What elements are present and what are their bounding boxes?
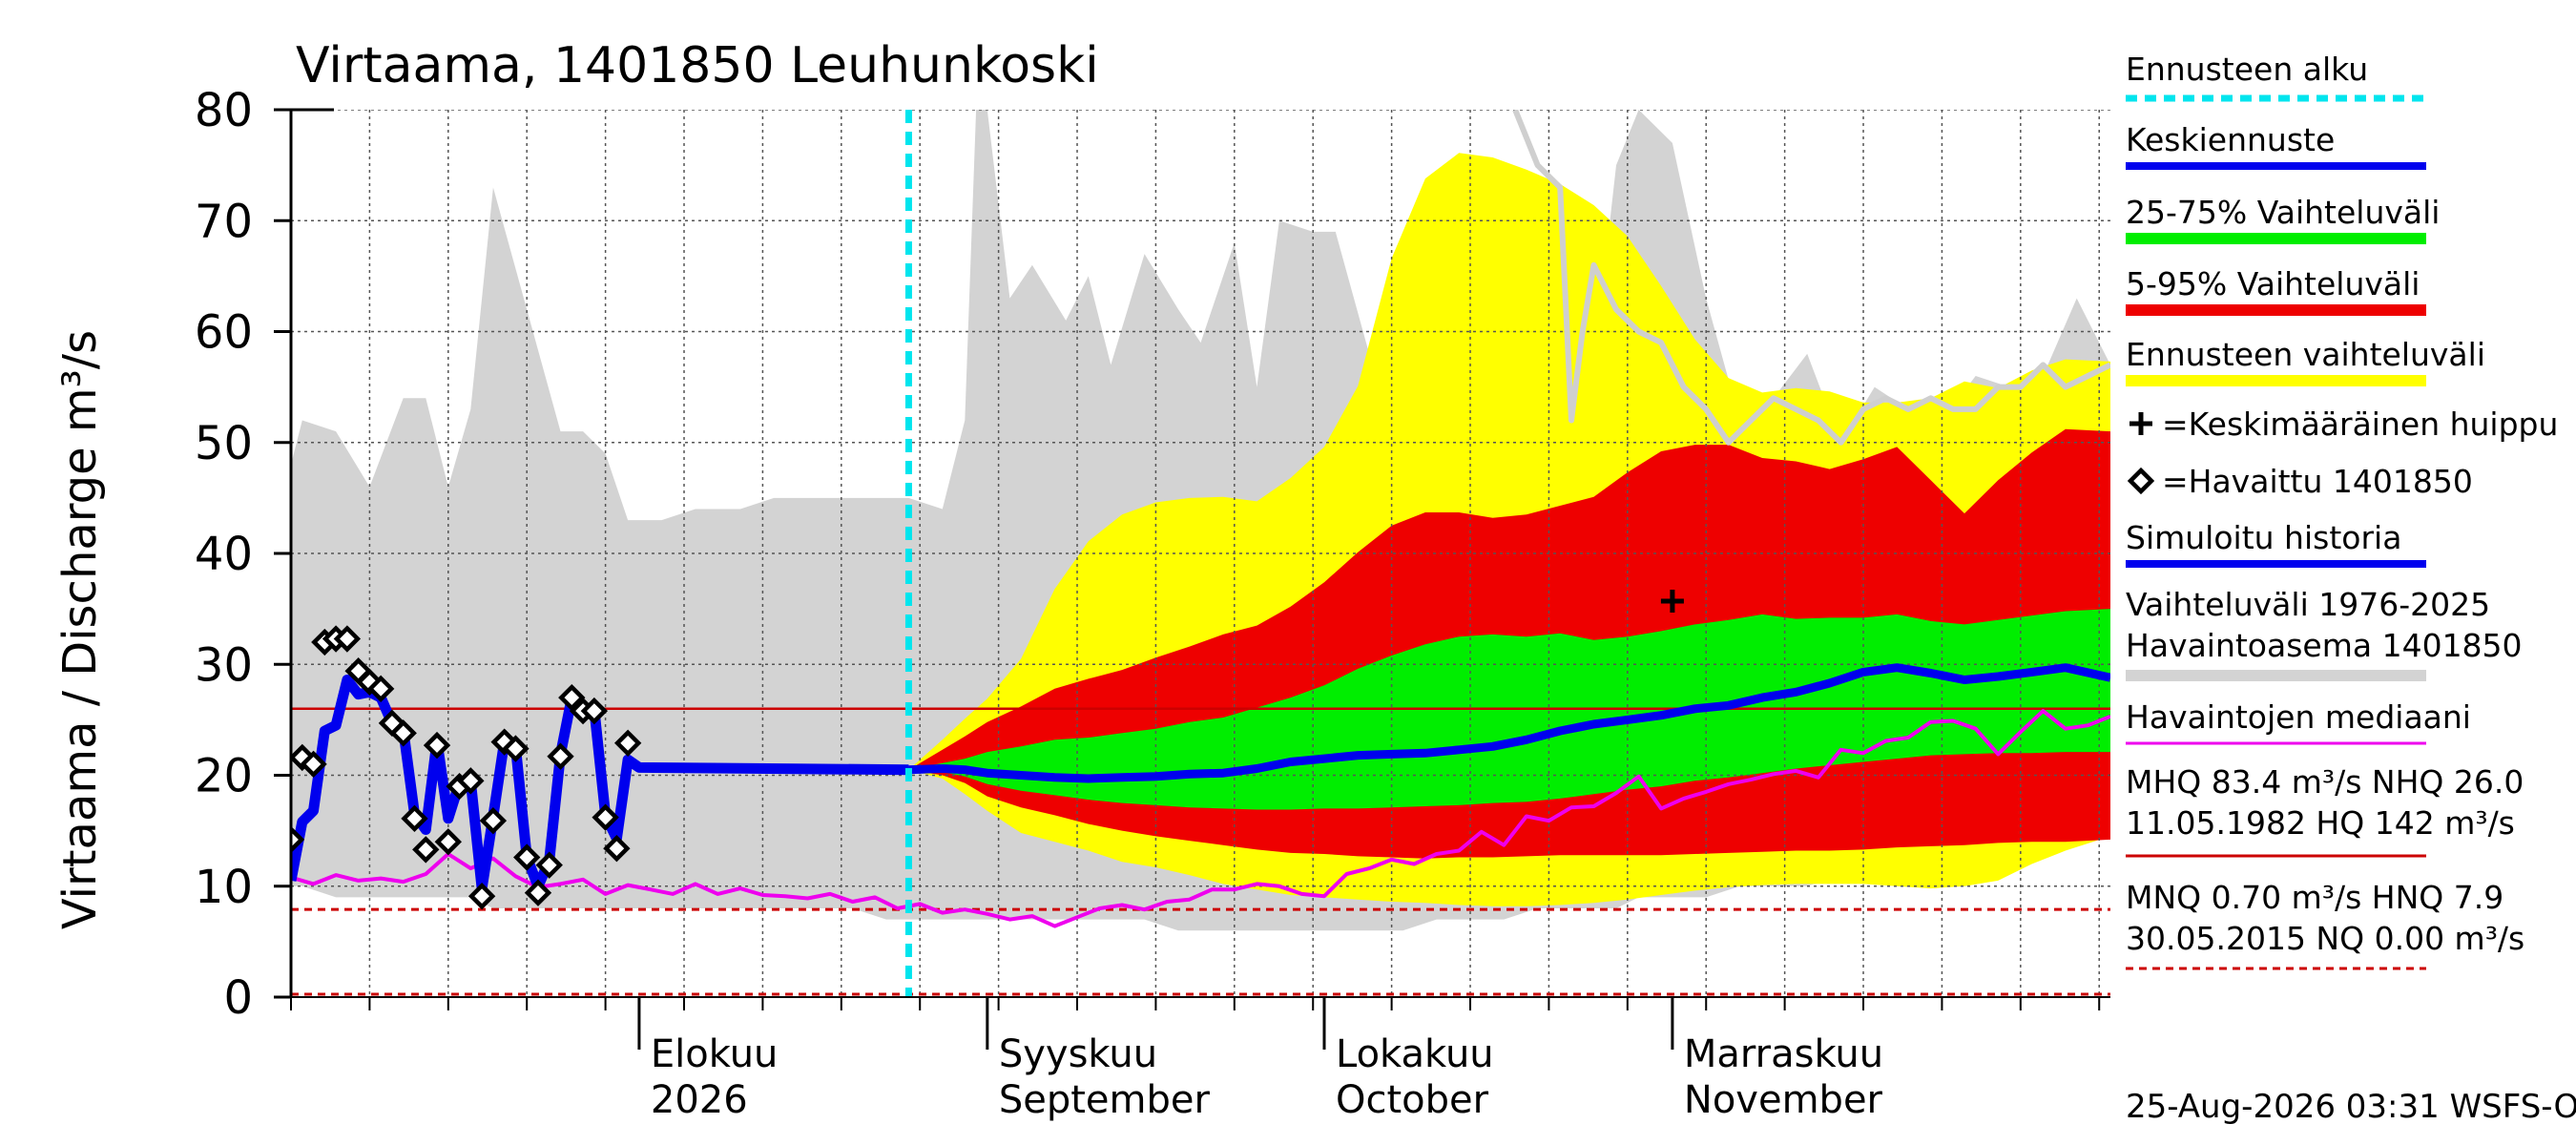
observed-point <box>412 836 440 864</box>
legend-label: Ennusteen alku <box>2126 51 2368 88</box>
observed-point <box>524 879 552 906</box>
legend-label: MHQ 83.4 m³/s NHQ 26.0 <box>2126 763 2524 801</box>
observed-point <box>613 729 642 757</box>
observed-point <box>592 803 619 831</box>
legend-label: 11.05.1982 HQ 142 m³/s <box>2126 804 2515 842</box>
footer-timestamp: 25-Aug-2026 03:31 WSFS-O <box>2126 1088 2576 1126</box>
observed-point <box>502 735 530 762</box>
legend-label: 25-75% Vaihteluväli <box>2126 194 2440 231</box>
y-tick-label: 10 <box>195 861 253 914</box>
observed-point <box>467 883 496 910</box>
observed-point <box>389 719 417 747</box>
legend-label: Vaihteluväli 1976-2025 <box>2126 586 2490 623</box>
legend-label: Keskiennuste <box>2126 121 2335 158</box>
y-tick-label: 70 <box>195 195 253 248</box>
observed-point <box>291 825 305 854</box>
y-axis-label: Virtaama / Discharge m³/s <box>53 330 107 929</box>
observed-point <box>366 675 395 703</box>
y-tick-label: 60 <box>195 306 253 360</box>
legend-cross-icon <box>2129 412 2152 435</box>
legend-label: 5-95% Vaihteluväli <box>2126 265 2420 302</box>
forecast-mean-line <box>908 663 2110 783</box>
y-tick-label: 50 <box>195 417 253 470</box>
month-label-en: September <box>999 1078 1211 1122</box>
legend-label: Ennusteen vaihteluväli <box>2126 336 2485 373</box>
observed-point <box>490 728 518 756</box>
month-label-en: November <box>1684 1078 1883 1122</box>
y-tick-label: 30 <box>195 638 253 692</box>
y-tick-label: 0 <box>223 971 253 1025</box>
legend-label: Havaintoasema 1401850 <box>2126 627 2523 664</box>
legend-label: =Keskimääräinen huippu <box>2162 406 2558 443</box>
ensemble-grey-line <box>1512 110 2110 446</box>
month-label-fi: Marraskuu <box>1684 1032 1883 1076</box>
chart-title: Virtaama, 1401850 Leuhunkoski <box>296 37 1099 94</box>
legend-diamond-icon <box>2127 467 2155 495</box>
observed-point <box>434 828 462 856</box>
legend: Ennusteen alku Keskiennuste 25-75% Vaihtel… <box>2126 51 2558 970</box>
observed-point <box>603 835 631 863</box>
month-label-fi: Elokuu <box>651 1032 779 1076</box>
legend-label: Havaintojen mediaani <box>2126 698 2471 736</box>
month-label-en: October <box>1336 1078 1489 1122</box>
observed-point <box>423 731 451 760</box>
observed-point <box>401 804 428 833</box>
observed-point <box>291 743 316 772</box>
legend-label: MNQ 0.70 m³/s HNQ 7.9 <box>2126 879 2503 916</box>
legend-label: 30.05.2015 NQ 0.00 m³/s <box>2126 920 2524 957</box>
observed-point <box>580 697 609 725</box>
median-line <box>291 709 2110 928</box>
month-label-fi: Lokakuu <box>1336 1032 1494 1076</box>
observed-point <box>513 843 541 871</box>
y-tick-label: 80 <box>195 84 253 137</box>
plot-area <box>291 110 2110 997</box>
month-label-fi: Syyskuu <box>999 1032 1157 1076</box>
month-label-en: 2026 <box>651 1078 748 1122</box>
observed-point <box>558 683 586 712</box>
plot-content <box>291 110 2110 997</box>
legend-label: =Havaittu 1401850 <box>2162 463 2473 500</box>
y-tick-label: 40 <box>195 528 253 581</box>
observed-point <box>535 851 563 879</box>
mean-peak-marker <box>1660 589 1684 613</box>
y-tick-label: 20 <box>195 750 253 803</box>
observed-point <box>457 767 485 795</box>
observed-point <box>300 750 327 779</box>
observed-point <box>479 806 508 835</box>
observed-point <box>333 625 362 653</box>
observed-point <box>547 742 574 770</box>
legend-label: Simuloitu historia <box>2126 519 2401 556</box>
